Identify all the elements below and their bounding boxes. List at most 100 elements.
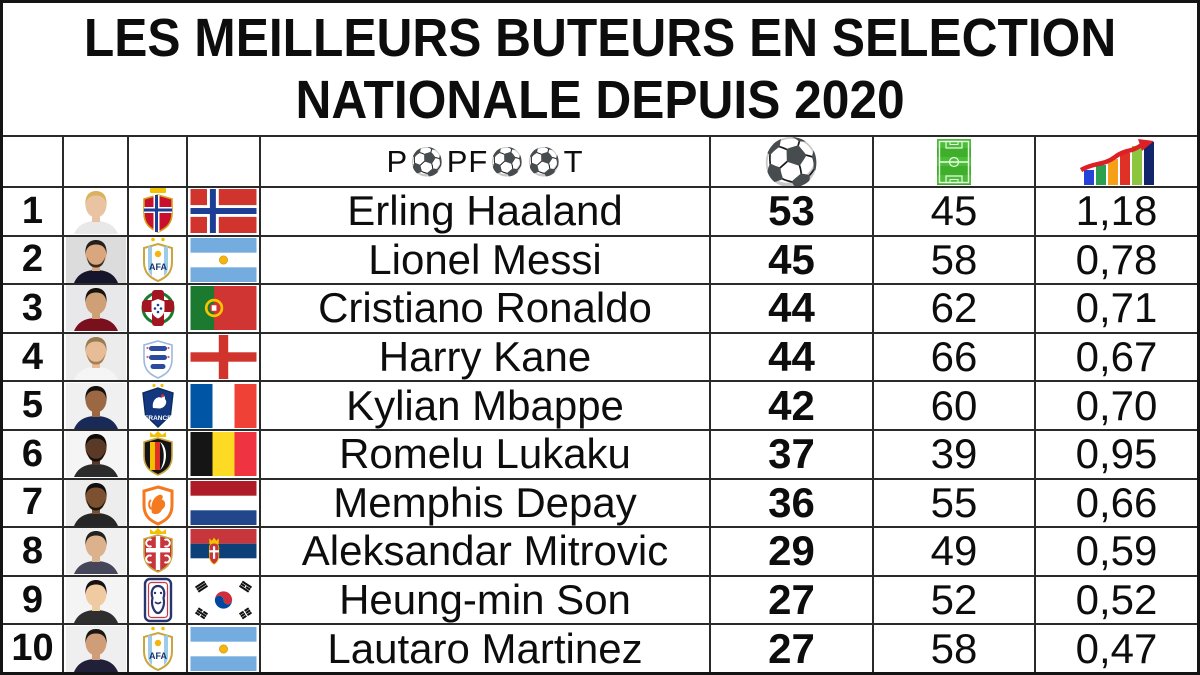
- flag-eng: [186, 331, 259, 381]
- federation-crest-arg: AFA: [127, 623, 186, 672]
- player-row: 6 Romelu Lukaku 37 39 0,95: [3, 428, 1197, 478]
- rank-cell: 10: [3, 623, 62, 672]
- goals-cell: 27: [709, 623, 872, 672]
- matches-cell: 39: [872, 428, 1034, 478]
- player-row: 3 Cristiano Ronaldo 44 62 0,71: [3, 283, 1197, 332]
- ratio-cell: 0,47: [1034, 623, 1197, 672]
- federation-crest-ned: [127, 477, 186, 527]
- ratio-cell: 0,71: [1034, 283, 1197, 332]
- flag-kor: [186, 574, 259, 624]
- title-line-1: LES MEILLEURS BUTEURS EN SELECTION: [83, 8, 1117, 68]
- flag-arg: [186, 623, 259, 672]
- ratio-cell: 0,52: [1034, 574, 1197, 624]
- player-row: 7 Memphis Depay 36 55 0,66: [3, 477, 1197, 527]
- soccer-ball-icon: ⚽: [762, 135, 821, 186]
- rank-cell: 5: [3, 380, 62, 429]
- player-row: 2 AFA Lionel Messi 45 58 0,78: [3, 234, 1197, 284]
- player-row: 4 Harry Kane 44 66 0,67: [3, 331, 1197, 381]
- player-name: Heung-min Son: [259, 574, 709, 624]
- matches-cell: 45: [872, 186, 1034, 235]
- player-photo: [62, 428, 127, 478]
- rank-cell: 6: [3, 428, 62, 478]
- ratio-cell: 1,18: [1034, 186, 1197, 235]
- player-name: Erling Haaland: [259, 186, 709, 235]
- header-rank-cell: [3, 135, 62, 186]
- goals-cell: 44: [709, 283, 872, 332]
- rank-cell: 1: [3, 186, 62, 235]
- ratio-cell: 0,67: [1034, 331, 1197, 381]
- player-name: Aleksandar Mitrovic: [259, 526, 709, 575]
- header-crest-cell: [127, 135, 186, 186]
- federation-crest-por: [127, 283, 186, 332]
- header-player-cell: P ⚽ PF ⚽ ⚽ T: [259, 135, 709, 186]
- player-photo: [62, 526, 127, 575]
- player-row: 10 AFA Lautaro Martinez 27 58 0,47: [3, 623, 1197, 672]
- header-photo-cell: [62, 135, 127, 186]
- flag-nor: [186, 186, 259, 235]
- ratio-cell: 0,95: [1034, 428, 1197, 478]
- rank-cell: 9: [3, 574, 62, 624]
- player-name: Cristiano Ronaldo: [259, 283, 709, 332]
- goals-cell: 42: [709, 380, 872, 429]
- ratio-cell: 0,70: [1034, 380, 1197, 429]
- player-photo: [62, 186, 127, 235]
- player-photo: [62, 623, 127, 672]
- svg-text:AFA: AFA: [149, 651, 168, 661]
- goals-cell: 53: [709, 186, 872, 235]
- rank-cell: 7: [3, 477, 62, 527]
- goals-cell: 44: [709, 331, 872, 381]
- player-photo: [62, 380, 127, 429]
- federation-crest-kor: [127, 574, 186, 624]
- federation-crest-arg: AFA: [127, 234, 186, 284]
- rank-cell: 8: [3, 526, 62, 575]
- player-name: Romelu Lukaku: [259, 428, 709, 478]
- goals-cell: 37: [709, 428, 872, 478]
- flag-bel: [186, 428, 259, 478]
- svg-text:FRANCE: FRANCE: [144, 415, 172, 422]
- logo-text-part: P: [386, 143, 409, 179]
- rank-cell: 3: [3, 283, 62, 332]
- soccer-ball-icon: ⚽: [410, 147, 445, 177]
- goals-cell: 36: [709, 477, 872, 527]
- page-title: LES MEILLEURS BUTEURS EN SELECTION NATIO…: [3, 3, 1197, 135]
- soccer-ball-icon: ⚽: [490, 147, 525, 177]
- rank-cell: 2: [3, 234, 62, 284]
- header-flag-cell: [186, 135, 259, 186]
- flag-arg: [186, 234, 259, 284]
- goals-cell: 45: [709, 234, 872, 284]
- flag-fra: [186, 380, 259, 429]
- goals-cell: 29: [709, 526, 872, 575]
- ratio-cell: 0,59: [1034, 526, 1197, 575]
- matches-cell: 62: [872, 283, 1034, 332]
- matches-cell: 58: [872, 623, 1034, 672]
- soccer-ball-icon: ⚽: [527, 147, 562, 177]
- player-row: 1 Erling Haaland 53 45 1,18: [3, 186, 1197, 235]
- table-header-row: P ⚽ PF ⚽ ⚽ T ⚽: [3, 135, 1197, 186]
- title-line-2: NATIONALE DEPUIS 2020: [295, 70, 905, 130]
- matches-cell: 58: [872, 234, 1034, 284]
- rank-cell: 4: [3, 331, 62, 381]
- flag-por: [186, 283, 259, 332]
- federation-crest-nor: [127, 186, 186, 235]
- player-photo: [62, 574, 127, 624]
- federation-crest-bel: [127, 428, 186, 478]
- matches-cell: 49: [872, 526, 1034, 575]
- flag-ned: [186, 477, 259, 527]
- player-name: Memphis Depay: [259, 477, 709, 527]
- scorers-table: 1 Erling Haaland 53 45 1,18 2 AFA Lionel Mess…: [3, 186, 1197, 672]
- matches-cell: 52: [872, 574, 1034, 624]
- federation-crest-fra: FRANCE: [127, 380, 186, 429]
- player-row: 9 Heung-min Son 27 52 0,52: [3, 574, 1197, 624]
- matches-cell: 55: [872, 477, 1034, 527]
- goals-cell: 27: [709, 574, 872, 624]
- header-ratio-cell: [1034, 135, 1197, 186]
- player-photo: [62, 234, 127, 284]
- football-pitch-icon: [937, 138, 971, 185]
- matches-cell: 66: [872, 331, 1034, 381]
- federation-crest-eng: [127, 331, 186, 381]
- logo-text-part: T: [563, 143, 584, 179]
- ratio-cell: 0,78: [1034, 234, 1197, 284]
- player-name: Kylian Mbappe: [259, 380, 709, 429]
- player-name: Harry Kane: [259, 331, 709, 381]
